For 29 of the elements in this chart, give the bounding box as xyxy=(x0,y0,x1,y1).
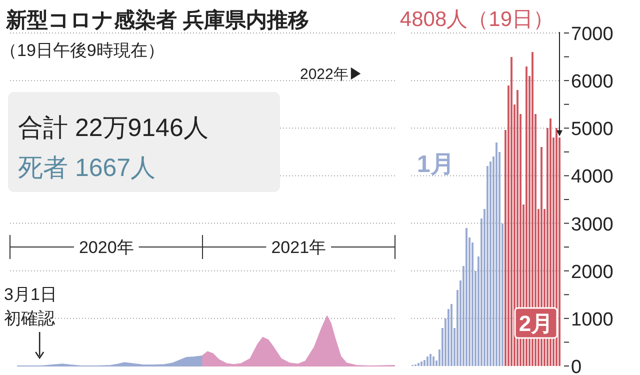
y-tick-label: 7000 xyxy=(571,24,614,45)
annotation: 1月 xyxy=(417,151,454,178)
bar xyxy=(432,356,434,366)
bar xyxy=(418,363,420,366)
x-tick-label: 2021年 xyxy=(271,238,326,257)
bar xyxy=(496,142,498,366)
y-tick-label: 1000 xyxy=(571,309,614,330)
bar xyxy=(426,356,428,366)
y-tick-label: 2000 xyxy=(571,262,614,283)
bar xyxy=(424,360,426,366)
y-tick-label: 3000 xyxy=(571,214,614,236)
bar xyxy=(430,354,432,366)
bar xyxy=(420,362,422,366)
bar xyxy=(450,304,452,366)
y-tick-label: 0 xyxy=(571,357,582,375)
annotation: 3月1日初確認 xyxy=(4,285,57,328)
annotation: 2022年▶ xyxy=(300,66,364,83)
bar xyxy=(510,56,512,366)
bar xyxy=(466,228,468,366)
y-tick-label: 4000 xyxy=(571,166,614,188)
text: （19日午後9時現在） xyxy=(0,41,164,60)
annotation: 死者 1667人 xyxy=(18,154,156,182)
chart-title: 新型コロナ感染者 兵庫県内推移 xyxy=(5,8,309,32)
text: 4808人（19日） xyxy=(400,8,554,31)
annotation: 2月 xyxy=(518,311,554,336)
annotation: 合計 22万9146人 xyxy=(18,114,208,142)
x-tick-label: 2020年 xyxy=(78,238,134,257)
y-tick-label: 5000 xyxy=(571,119,614,140)
y-tick-label: 6000 xyxy=(571,72,614,93)
